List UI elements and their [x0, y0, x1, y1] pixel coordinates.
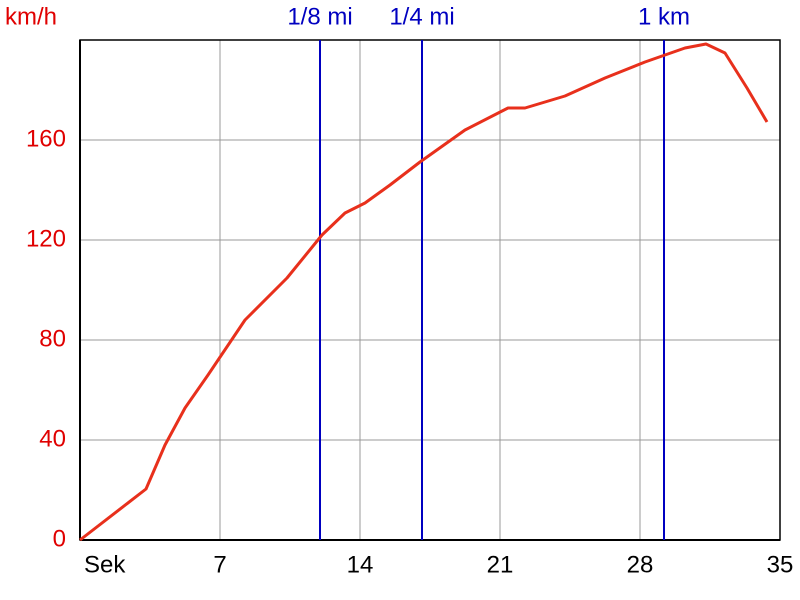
x-tick-label: 7	[213, 551, 226, 578]
y-tick-label: 160	[26, 125, 66, 152]
distance-marker-label: 1 km	[638, 3, 690, 30]
y-tick-label: 80	[39, 325, 66, 352]
x-tick-label: 21	[487, 551, 514, 578]
speed-line	[79, 42, 769, 542]
x-axis-label: Sek	[84, 551, 126, 578]
y-tick-label: 40	[39, 425, 66, 452]
distance-marker-label: 1/8 mi	[287, 3, 352, 30]
y-tick-label: 120	[26, 225, 66, 252]
y-axis-label: km/h	[5, 3, 57, 30]
distance-marker-label: 1/4 mi	[389, 3, 454, 30]
x-tick-label: 28	[627, 551, 654, 578]
x-tick-label: 14	[347, 551, 374, 578]
x-tick-label: 35	[767, 551, 794, 578]
y-tick-label: 0	[53, 525, 66, 552]
